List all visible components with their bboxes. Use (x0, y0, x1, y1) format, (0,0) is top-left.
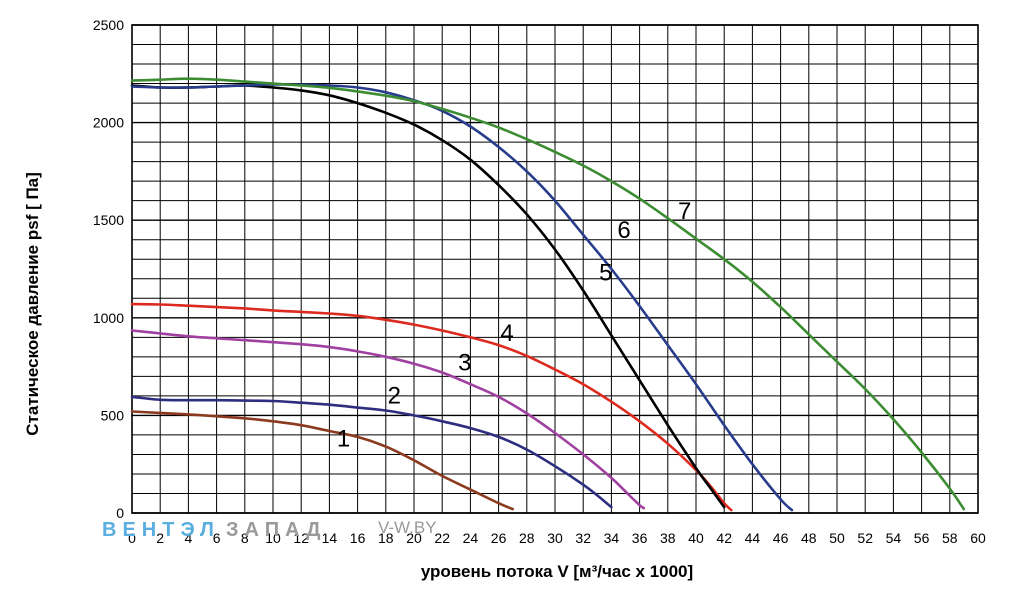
watermark-brand-part2: ЗАПАД (226, 519, 327, 541)
x-tick-label: 26 (491, 530, 507, 546)
watermark-brand-part1: ВЕНТЭЛ (102, 519, 220, 541)
x-tick-label: 32 (575, 530, 591, 546)
x-tick-label: 30 (547, 530, 563, 546)
x-tick-label: 12 (293, 530, 309, 546)
x-tick-label: 60 (970, 530, 986, 546)
x-tick-label: 28 (519, 530, 535, 546)
x-tick-label: 44 (745, 530, 761, 546)
x-tick-label: 6 (213, 530, 221, 546)
watermark: ВЕНТЭЛ ЗАПАД V-W.BY (102, 518, 437, 541)
curve-5 (130, 84, 726, 509)
x-tick-label: 24 (463, 530, 479, 546)
x-tick-label: 16 (350, 530, 366, 546)
curve-3 (130, 329, 646, 510)
y-axis-label: Статическое давление psf [ Па] (23, 172, 42, 436)
x-tick-label: 36 (632, 530, 648, 546)
x-tick-label: 56 (914, 530, 930, 546)
curve-6 (130, 83, 794, 512)
x-tick-label: 10 (265, 530, 281, 546)
x-tick-label: 4 (185, 530, 193, 546)
curve-label-4: 4 (500, 320, 513, 347)
x-tick-label: 42 (716, 530, 732, 546)
x-tick-label: 18 (378, 530, 394, 546)
x-axis-label: уровень потока V [м³/час х 1000] (421, 562, 693, 581)
x-axis-ticks: 0 2 4 6 8 10 12 14 16 18 20 22 24 26 28 30 32 34 36 38 40 42 4… (128, 530, 986, 546)
x-tick-label: 34 (604, 530, 620, 546)
x-tick-label: 46 (773, 530, 789, 546)
y-axis-ticks: 0 500 1000 1500 2000 2500 (93, 17, 124, 521)
curve-label-6: 6 (617, 217, 630, 244)
x-tick-label: 14 (322, 530, 338, 546)
x-tick-label: 52 (857, 530, 873, 546)
curve-label-2: 2 (388, 383, 401, 410)
y-tick-label: 2500 (93, 17, 124, 33)
x-tick-label: 0 (128, 530, 136, 546)
plot-frame (131, 24, 979, 514)
curve-7 (130, 77, 966, 511)
y-tick-label: 1000 (93, 310, 124, 326)
x-tick-label: 22 (434, 530, 450, 546)
watermark-site: V-W.BY (378, 518, 437, 537)
curve-label-5: 5 (599, 260, 612, 287)
curve-label-1: 1 (337, 426, 350, 453)
x-tick-label: 54 (886, 530, 902, 546)
curve-label-3: 3 (458, 350, 471, 377)
chart-grid (131, 24, 979, 514)
x-tick-label: 48 (801, 530, 817, 546)
curve-4 (130, 302, 733, 512)
chart-curves (130, 77, 966, 512)
y-tick-label: 1500 (93, 212, 124, 228)
chart-curve-labels: 1 2 3 4 56 7 (337, 198, 692, 452)
x-tick-label: 8 (241, 530, 249, 546)
x-tick-label: 40 (688, 530, 704, 546)
y-tick-label: 2000 (93, 115, 124, 131)
x-tick-label: 20 (406, 530, 422, 546)
y-tick-label: 500 (101, 407, 125, 423)
curve-1 (130, 410, 514, 511)
x-tick-label: 38 (660, 530, 676, 546)
y-tick-label: 0 (116, 505, 124, 521)
x-tick-label: 2 (156, 530, 164, 546)
x-tick-label: 58 (942, 530, 958, 546)
curve-label-7: 7 (678, 198, 691, 225)
curve-2 (130, 395, 613, 509)
x-tick-label: 50 (829, 530, 845, 546)
